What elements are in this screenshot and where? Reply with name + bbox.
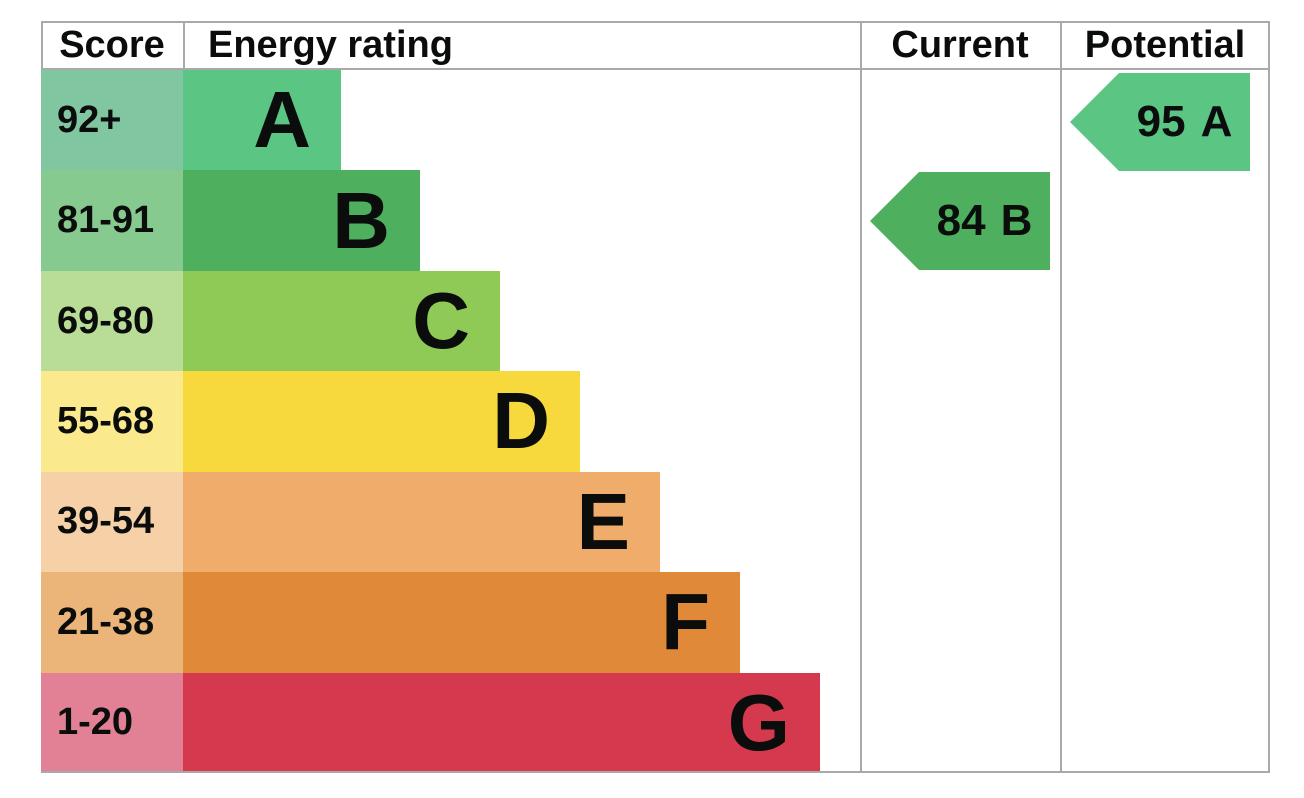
band-a-score-cell: 92+ <box>41 70 183 171</box>
band-a-score-label: 92+ <box>57 98 122 141</box>
header-row: Score Energy rating Current Potential <box>41 21 1270 70</box>
band-f-letter: F <box>661 577 710 667</box>
band-g-bar: G <box>183 672 820 773</box>
band-f-score-cell: 21-38 <box>41 572 183 673</box>
score-column-header: Score <box>59 24 165 66</box>
current-column-header: Current <box>891 24 1029 66</box>
potential-rating-arrow: 95 A <box>1070 73 1250 171</box>
band-f-score-label: 21-38 <box>57 600 155 643</box>
band-c-score-cell: 69-80 <box>41 270 183 372</box>
energy-rating-column-header: Energy rating <box>208 24 453 66</box>
band-d-score-label: 55-68 <box>57 399 155 442</box>
potential-column-header: Potential <box>1084 24 1246 66</box>
band-rows: 92+ A 81-91 B 69-80 C 55-68 <box>41 70 860 773</box>
band-e-score-label: 39-54 <box>57 500 155 543</box>
potential-rating-value: 95 <box>1136 97 1186 146</box>
header-left-border <box>41 21 43 70</box>
band-g-score-label: 1-20 <box>57 701 134 744</box>
band-c-letter: C <box>412 276 470 366</box>
band-d-letter: D <box>492 376 550 466</box>
band-a-bar: A <box>183 70 341 171</box>
band-row-g: 1-20 G <box>41 672 860 773</box>
current-rating-value: 84 <box>936 196 986 245</box>
band-row-d: 55-68 D <box>41 371 860 472</box>
band-b-letter: B <box>332 175 390 265</box>
band-b-score-label: 81-91 <box>57 199 155 242</box>
band-row-b: 81-91 B <box>41 170 860 271</box>
band-e-bar: E <box>183 471 660 573</box>
current-column-divider <box>860 21 862 773</box>
header-underline <box>41 68 1270 70</box>
band-row-a: 92+ A <box>41 70 860 171</box>
current-rating-letter: B <box>1000 196 1033 245</box>
band-d-score-cell: 55-68 <box>41 371 183 472</box>
band-row-e: 39-54 E <box>41 471 860 573</box>
table-right-border <box>1268 21 1270 773</box>
score-column-divider <box>183 21 185 70</box>
band-a-letter: A <box>253 75 311 165</box>
band-row-c: 69-80 C <box>41 270 860 372</box>
band-d-bar: D <box>183 371 580 472</box>
band-b-score-cell: 81-91 <box>41 170 183 271</box>
band-g-letter: G <box>727 677 790 767</box>
potential-rating-letter: A <box>1200 97 1233 146</box>
current-rating-arrow: 84 B <box>870 172 1050 270</box>
band-row-f: 21-38 F <box>41 572 860 673</box>
band-g-score-cell: 1-20 <box>41 672 183 773</box>
band-f-bar: F <box>183 572 740 673</box>
band-c-score-label: 69-80 <box>57 299 155 342</box>
band-b-bar: B <box>183 170 420 271</box>
band-c-bar: C <box>183 270 500 372</box>
table-top-border <box>41 21 1270 23</box>
table-bottom-border <box>41 771 1270 773</box>
band-e-letter: E <box>576 476 630 566</box>
potential-column-divider <box>1060 21 1062 773</box>
band-e-score-cell: 39-54 <box>41 471 183 573</box>
epc-rating-chart: Score Energy rating Current Potential 92… <box>41 21 1270 773</box>
